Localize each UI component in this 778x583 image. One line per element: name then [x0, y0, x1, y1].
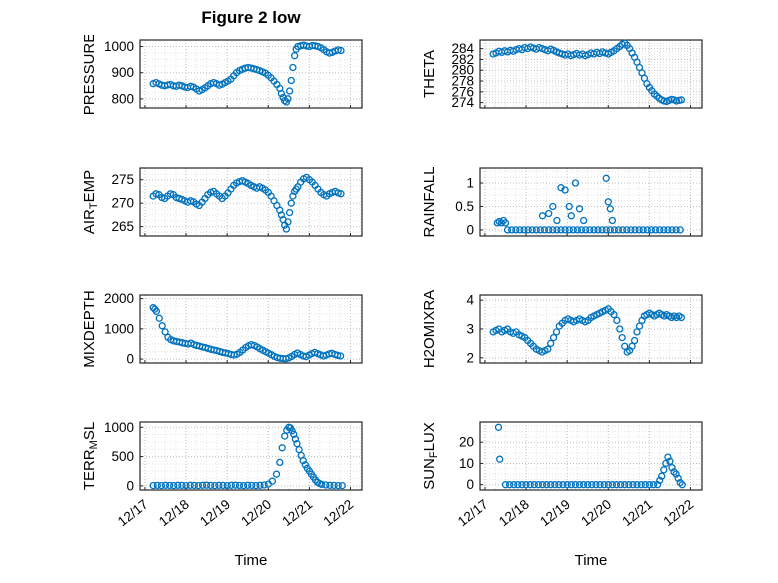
y-axis-label: TERRMSL — [81, 422, 100, 490]
y-tick-label: 1 — [466, 176, 474, 191]
subplot-pressure: 800 900 1000 PRESSURE — [78, 35, 372, 116]
y-tick-label: 276 — [451, 84, 474, 99]
grid-major — [140, 295, 362, 363]
subplot-air-temp: 265 270 275 AIRTEMP — [78, 163, 372, 244]
tick-marks — [140, 426, 351, 490]
y-tick-label: 280 — [451, 63, 474, 78]
y-tick-label: 900 — [111, 65, 134, 80]
sunflux-plot: 0 10 20 12/17 12/18 12/19 12/20 12/21 12/22 SUNFL… — [421, 421, 703, 530]
x-tick-label: 12/22 — [660, 497, 696, 530]
data-points — [493, 174, 684, 234]
y-axis-label: H2OMIXRA — [421, 290, 438, 368]
subplot-terr-msl: 0 500 1000 12/17 12/18 12/19 12/20 12/21 12/22 TE… — [78, 417, 372, 550]
y-axis-label: PRESSURE — [81, 35, 98, 115]
x-tick-label: 12/19 — [537, 497, 573, 530]
airtemp-plot: 265 270 275 AIRTEMP — [81, 167, 363, 237]
y-axis-label: AIRTEMP — [81, 170, 100, 234]
y-tick-label: 2 — [466, 350, 474, 365]
grid-minor — [140, 167, 362, 236]
axes-box — [139, 167, 363, 237]
grid-minor — [480, 168, 702, 237]
y-tick-label: 0 — [126, 478, 134, 493]
x-tick-label: 12/17 — [455, 497, 491, 530]
x-tick-label: 12/19 — [197, 497, 233, 530]
y-tick-label: 275 — [111, 172, 134, 187]
x-tick-label: 12/18 — [496, 497, 532, 530]
x-tick-label: 12/20 — [578, 497, 614, 530]
y-axis-label: RAINFALL — [421, 167, 438, 238]
tick-marks — [480, 48, 691, 108]
y-tick-label: 10 — [459, 456, 474, 471]
y-tick-label: 265 — [111, 219, 134, 234]
x-tick-label: 12/17 — [115, 497, 151, 530]
y-tick-label: 0 — [466, 222, 474, 237]
data-points — [494, 423, 686, 489]
x-tick-label: 12/18 — [156, 497, 192, 530]
pressure-plot: 800 900 1000 PRESSURE — [81, 35, 363, 115]
rainfall-plot: 0 0.5 1 RAINFALL — [421, 167, 703, 238]
tick-marks — [480, 182, 691, 236]
tick-marks — [140, 298, 351, 363]
x-axis-label-left: Time — [234, 552, 268, 569]
y-tick-label: 0 — [466, 477, 474, 492]
axes-box — [479, 421, 703, 491]
x-tick-label: 12/20 — [238, 497, 274, 530]
grid-major — [140, 168, 362, 236]
x-tick-label: 12/21 — [619, 497, 655, 530]
y-axis-label: MIXDEPTH — [81, 290, 98, 368]
y-tick-label: 20 — [459, 435, 474, 450]
y-tick-label: 274 — [451, 95, 474, 110]
grid-major — [480, 295, 702, 363]
data-points — [149, 423, 346, 490]
grid-major — [140, 422, 362, 490]
y-tick-label: 282 — [451, 52, 474, 67]
y-tick-label: 1000 — [104, 420, 134, 435]
y-tick-label: 0 — [126, 352, 134, 367]
y-tick-label: 1000 — [104, 321, 134, 336]
x-tick-label: 12/21 — [279, 497, 315, 530]
data-points — [489, 39, 686, 106]
subplot-sun-flux: 0 10 20 12/17 12/18 12/19 12/20 12/21 12/22 SUNFL… — [418, 417, 712, 550]
grid-major — [480, 40, 702, 108]
axes-box — [139, 39, 363, 109]
y-axis-label: THETA — [421, 50, 438, 98]
data-points — [149, 41, 345, 106]
y-tick-label: 278 — [451, 74, 474, 89]
h2omixra-plot: 2 3 4 H2OMIXRA — [421, 290, 703, 368]
data-points — [149, 304, 345, 363]
y-tick-label: 800 — [111, 91, 134, 106]
y-tick-label: 500 — [111, 449, 134, 464]
tick-marks — [140, 46, 351, 108]
y-tick-label: 2000 — [104, 291, 134, 306]
y-axis-label: SUNFLUX — [421, 422, 440, 490]
terrmsl-plot: 0 500 1000 12/17 12/18 12/19 12/20 12/21 12/22 TE… — [81, 420, 363, 530]
x-axis-label-right: Time — [574, 552, 608, 569]
mixdepth-plot: 0 1000 2000 MIXDEPTH — [81, 290, 363, 368]
tick-marks — [140, 179, 351, 236]
subplot-theta: 274 276 278 280 282 284 THETA — [418, 35, 712, 116]
axes-box — [479, 39, 703, 109]
grid-minor — [140, 422, 362, 490]
grid-major — [480, 168, 702, 236]
y-tick-label: 0.5 — [455, 199, 474, 214]
y-tick-label: 4 — [466, 293, 474, 308]
data-points — [489, 305, 686, 356]
subplot-rainfall: 0 0.5 1 RAINFALL — [418, 163, 712, 244]
tick-marks — [480, 299, 691, 363]
axes-box — [139, 421, 363, 491]
y-tick-label: 284 — [451, 41, 474, 56]
y-tick-label: 3 — [466, 322, 474, 337]
figure-title: Figure 2 low — [201, 8, 301, 27]
subplot-h2omixra: 2 3 4 H2OMIXRA — [418, 290, 712, 371]
x-tick-label: 12/22 — [320, 497, 356, 530]
subplot-mixdepth: 0 1000 2000 MIXDEPTH — [78, 290, 372, 371]
grid-minor — [480, 422, 702, 491]
y-tick-label: 270 — [111, 196, 134, 211]
axes-box — [479, 167, 703, 237]
y-tick-label: 1000 — [104, 39, 134, 54]
data-points — [149, 173, 345, 233]
